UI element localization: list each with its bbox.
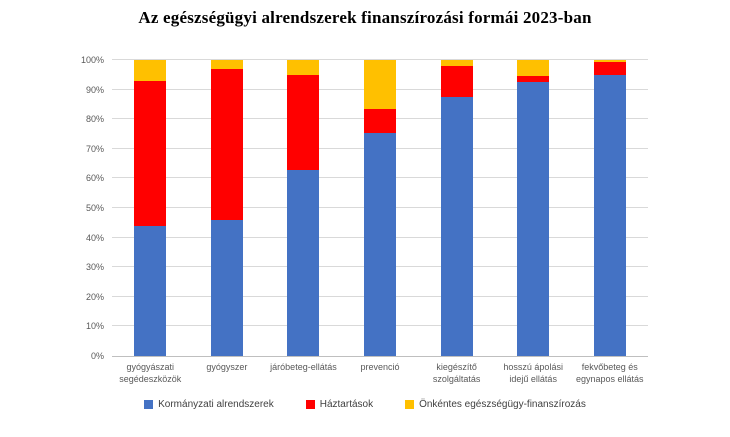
bar-segment-korm-nyzati-alrendszerek (287, 169, 320, 356)
x-tick-label: gyógyászati segédeszközök (119, 362, 182, 384)
bar-slot (189, 60, 266, 356)
legend-marker (305, 400, 315, 409)
stacked-bar (593, 60, 626, 356)
bar-segment--nk-ntes-eg-szs-g-gy-finansz-roz-s (134, 60, 167, 81)
legend-item: Kormányzati alrendszerek (144, 399, 274, 410)
bar-segment-h-ztart-sok (517, 76, 550, 83)
bar-segment-korm-nyzati-alrendszerek (364, 132, 397, 356)
legend-label: Önkéntes egészségügy-finanszírozás (419, 399, 586, 410)
bar-segment--nk-ntes-eg-szs-g-gy-finansz-roz-s (364, 60, 397, 109)
bar-segment-h-ztart-sok (364, 108, 397, 133)
y-tick-label: 0% (90, 351, 104, 361)
chart-title: Az egészségügyi alrendszerek finanszíroz… (138, 8, 592, 27)
bar-segment-korm-nyzati-alrendszerek (593, 74, 626, 356)
stacked-bar (517, 60, 550, 356)
bar-segment-korm-nyzati-alrendszerek (210, 219, 243, 356)
bar-segment--nk-ntes-eg-szs-g-gy-finansz-roz-s (210, 60, 243, 69)
y-tick-label: 20% (85, 291, 104, 302)
bar-slot (495, 60, 572, 356)
legend-item: Háztartások (305, 399, 374, 410)
x-tick-label: hosszú ápolási idejű ellátás (503, 362, 563, 384)
y-tick-label: 70% (85, 143, 104, 154)
stacked-bar (210, 60, 243, 356)
legend-marker (144, 400, 154, 409)
bar-slot (112, 60, 189, 356)
bar-segment--nk-ntes-eg-szs-g-gy-finansz-roz-s (517, 60, 550, 77)
y-tick-label: 100% (80, 55, 104, 65)
bar-segment--nk-ntes-eg-szs-g-gy-finansz-roz-s (593, 60, 626, 62)
x-tick-label: járóbeteg-ellátás (270, 362, 337, 372)
stacked-bar (287, 60, 320, 356)
bar-segment-korm-nyzati-alrendszerek (134, 225, 167, 356)
x-tick-label: kiegészítő szolgáltatás (432, 362, 481, 384)
y-tick-label: 10% (85, 321, 104, 332)
y-tick-label: 40% (85, 232, 104, 243)
legend-label: Háztartások (319, 399, 374, 410)
legend: Kormányzati alrendszerek Háztartások Önkén… (0, 399, 730, 410)
bar-segment-h-ztart-sok (440, 65, 473, 97)
bar-segment-h-ztart-sok (210, 68, 243, 220)
x-tick-label: prevenció (360, 362, 400, 372)
legend-marker (405, 400, 415, 409)
y-tick-label: 50% (85, 203, 104, 213)
legend-label: Kormányzati alrendszerek (158, 399, 274, 410)
bar-slot (571, 60, 648, 356)
bar-segment-h-ztart-sok (593, 61, 626, 75)
bar-segment--nk-ntes-eg-szs-g-gy-finansz-roz-s (440, 60, 473, 66)
x-axis: gyógyászati segédeszközök gyógyszer járóbe… (112, 362, 648, 385)
bar-segment--nk-ntes-eg-szs-g-gy-finansz-roz-s (287, 60, 320, 75)
bar-segment-korm-nyzati-alrendszerek (517, 82, 550, 356)
plot-area (112, 59, 648, 357)
x-tick-label: gyógyszer (206, 362, 248, 372)
y-tick-label: 90% (85, 84, 104, 95)
y-tick-label: 80% (85, 114, 104, 125)
bar-slot (265, 60, 342, 356)
x-tick-label: fekvőbeteg és egynapos ellátás (575, 362, 644, 384)
bar-slot (342, 60, 419, 356)
bar-segment-h-ztart-sok (287, 74, 320, 170)
bar-segment-korm-nyzati-alrendszerek (440, 97, 473, 356)
y-tick-label: 60% (85, 173, 104, 184)
stacked-bar (134, 60, 167, 356)
gridline (112, 59, 648, 60)
stacked-bar (364, 60, 397, 356)
legend-item: Önkéntes egészségügy-finanszírozás (405, 399, 586, 410)
y-axis: 0% 10% 20% 30% 40% 50% 60% 70% 80% 90% 100% (0, 55, 106, 361)
stacked-bar (440, 60, 473, 356)
y-tick-label: 30% (85, 262, 104, 273)
bar-segment-h-ztart-sok (134, 80, 167, 226)
bar-slot (418, 60, 495, 356)
